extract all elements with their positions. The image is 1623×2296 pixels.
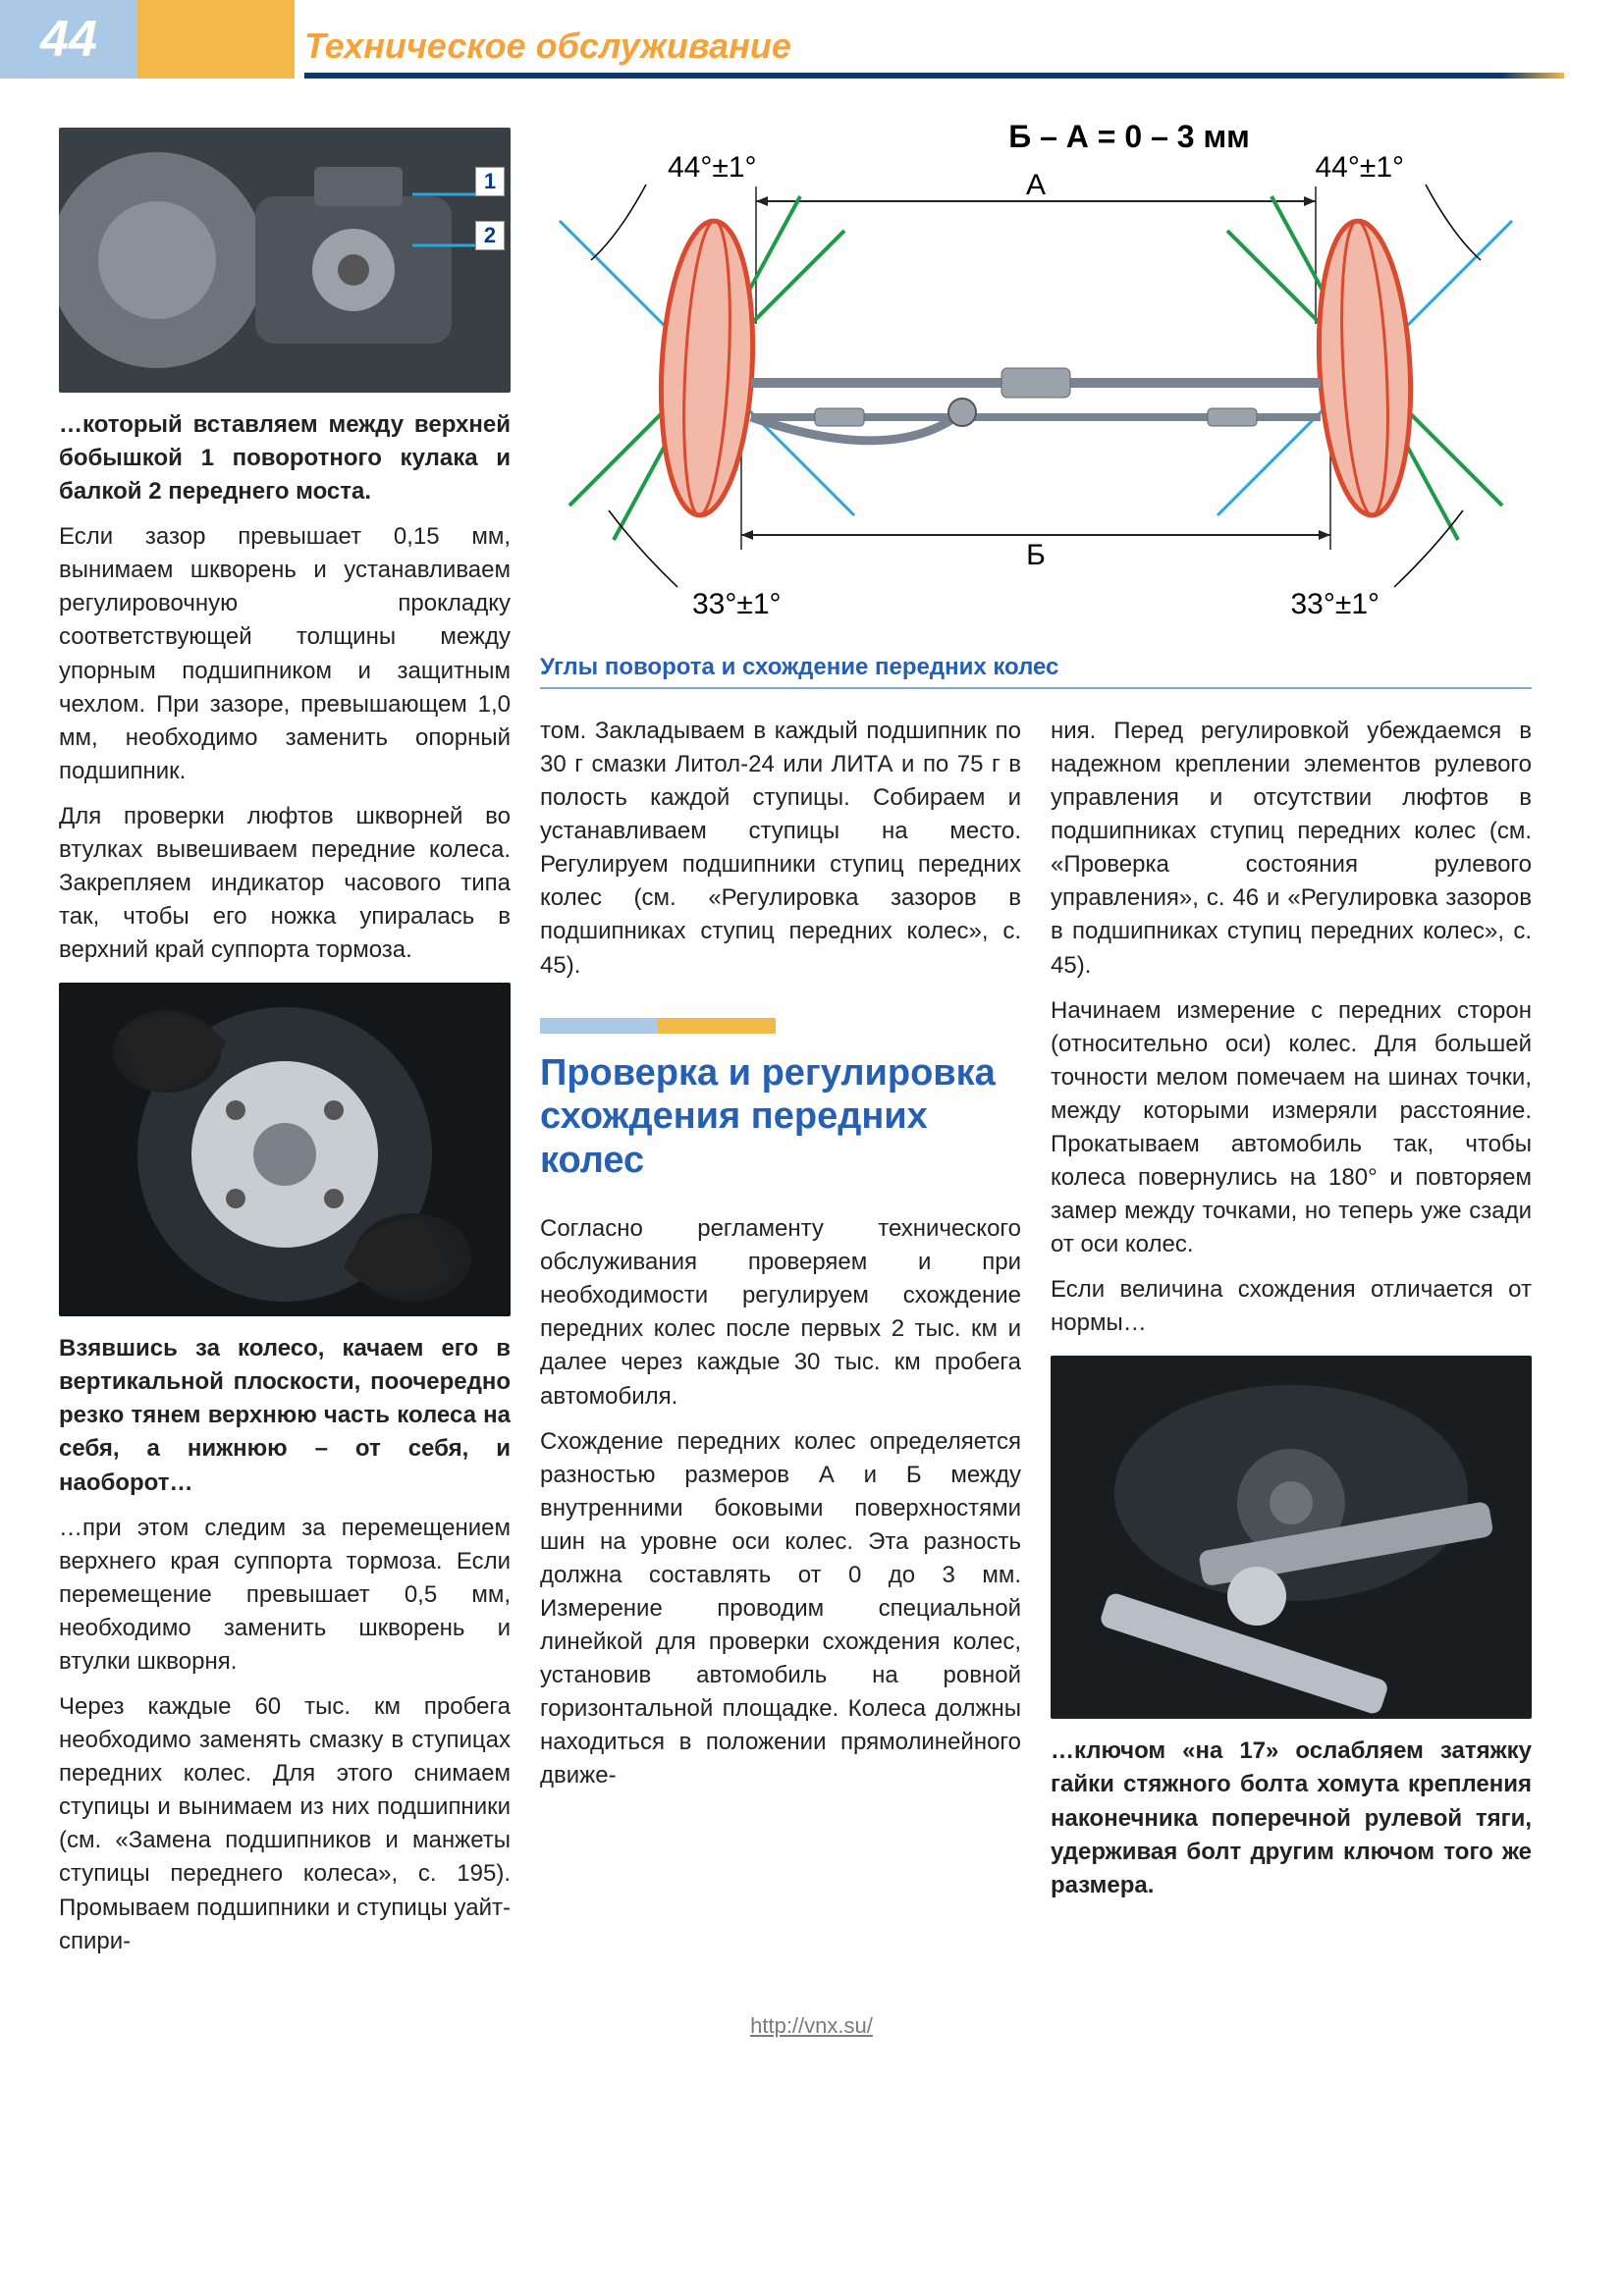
col3-p4: …ключом «на 17» ослабляем затяжку гайки … — [1051, 1735, 1532, 1901]
col3-p3: Если величина схождения отличается от но… — [1051, 1273, 1532, 1340]
photo-1-box: 1 2 — [59, 118, 511, 402]
photo-wheel-rock — [59, 983, 511, 1316]
column-middle: том. Закладываем в каждый подшипник по 3… — [540, 709, 1021, 1908]
page: 44 Техническое обслуживание — [0, 0, 1623, 2078]
column-left: 1 2 …который вставляем между верхней боб… — [59, 118, 511, 1964]
toe-diagram: Б – А = 0 – 3 мм А Б — [540, 118, 1532, 638]
col1-p5: …при этом следим за перемещением верхнег… — [59, 1512, 511, 1679]
svg-text:44°±1°: 44°±1° — [1315, 151, 1404, 184]
col1-p6: Через каждые 60 тыс. км пробега необходи… — [59, 1690, 511, 1958]
diag-title: Б – А = 0 – 3 мм — [1008, 119, 1250, 154]
callout-2: 2 — [475, 221, 505, 250]
svg-text:44°±1°: 44°±1° — [668, 151, 757, 184]
col2-p2: Согласно регламенту технического обслужи… — [540, 1212, 1021, 1413]
svg-text:А: А — [1026, 169, 1046, 201]
callout-1: 1 — [475, 167, 505, 196]
header-underline — [304, 73, 1564, 79]
header-color-block — [137, 0, 295, 79]
col1-p4: Взявшись за колесо, качаем его в вертика… — [59, 1332, 511, 1499]
row-2: том. Закладываем в каждый подшипник по 3… — [540, 709, 1532, 1908]
col3-p2: Начинаем измерение с передних сторон (от… — [1051, 994, 1532, 1262]
col1-p2: Если зазор превышает 0,15 мм, вынимаем ш… — [59, 520, 511, 788]
svg-text:33°±1°: 33°±1° — [1290, 588, 1380, 620]
right-block: Б – А = 0 – 3 мм А Б — [540, 118, 1532, 1964]
column-right: ния. Перед регулировкой убеждаемся в над… — [1051, 709, 1532, 1908]
footer-link[interactable]: http://vnx.su/ — [59, 2013, 1564, 2039]
photo-kingpin — [59, 128, 511, 393]
content-columns: 1 2 …который вставляем между верхней боб… — [59, 118, 1564, 1964]
svg-text:Б: Б — [1026, 539, 1046, 571]
photo-wrench — [1051, 1356, 1532, 1719]
col3-p1: ния. Перед регулировкой убеждаемся в над… — [1051, 715, 1532, 983]
page-number: 44 — [0, 0, 137, 79]
col2-p3: Схождение передних колес определяется ра… — [540, 1425, 1021, 1793]
diagram-caption: Углы поворота и схождение передних колес — [540, 654, 1532, 681]
header-title-wrap: Техническое обслуживание — [295, 0, 1564, 79]
section-title: Проверка и регулировка схождения передни… — [540, 1051, 1021, 1183]
col1-p3: Для проверки люфтов шкворней во втулках … — [59, 800, 511, 967]
page-header: 44 Техническое обслуживание — [59, 0, 1564, 79]
col2-p1: том. Закладываем в каждый подшипник по 3… — [540, 715, 1021, 983]
svg-text:33°±1°: 33°±1° — [692, 588, 782, 620]
caption-rule — [540, 687, 1532, 689]
header-title-text: Техническое обслуживание — [304, 26, 1564, 73]
col1-p1: …который вставляем между верхней бобышко… — [59, 408, 511, 508]
section-stripe — [540, 1018, 1021, 1034]
